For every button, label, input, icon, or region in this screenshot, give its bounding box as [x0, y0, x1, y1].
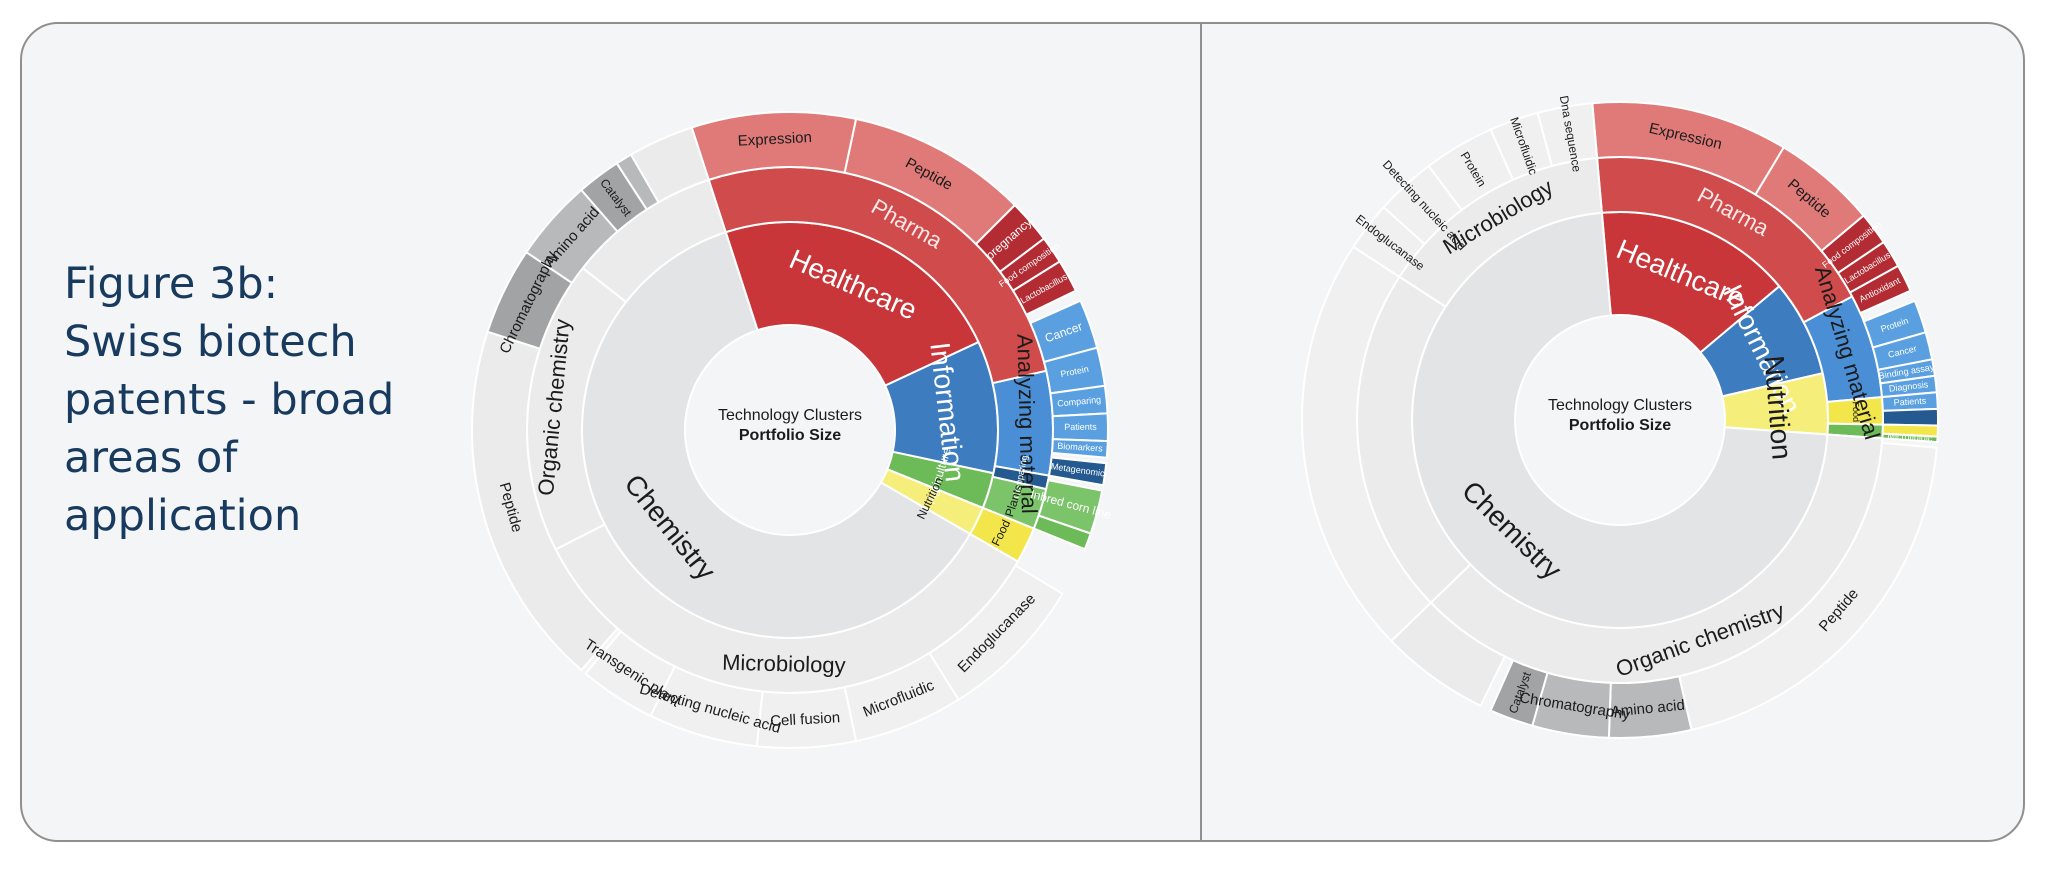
segment-label: Patients [1064, 422, 1097, 432]
sunburst-segment-biomarkers [1050, 438, 1109, 459]
caption-line: patents - broad [64, 375, 395, 425]
panel-divider [1200, 22, 1202, 842]
segment-label: Diagnosis [1888, 379, 1929, 393]
segment-label: Analyzing material [1012, 334, 1042, 514]
sunburst-segment-lactobacillus [1011, 260, 1078, 317]
sunburst-segment-antioxidant [1848, 264, 1912, 315]
figure-caption: Figure 3b: Swiss biotech patents - broad… [64, 255, 424, 545]
segment-label: Food [1851, 401, 1862, 422]
caption-line: areas of [64, 433, 238, 483]
segment-label: Biomarkers [1057, 441, 1104, 454]
center-title: Technology Clusters [1548, 397, 1692, 414]
segment-label: Patients [1893, 396, 1927, 408]
segment-label: Comparing [1057, 394, 1102, 408]
caption-line: Swiss biotech [64, 317, 357, 367]
center-subtitle: Portfolio Size [1569, 417, 1671, 434]
sunburst-right: HealthcareInformationNutritionChemistryP… [1301, 94, 1939, 739]
sunburst-segment-metagenomic [1047, 456, 1108, 487]
sunburst-segment [629, 126, 710, 204]
segment-label: Microfluidic [1887, 431, 1933, 444]
segment-label: Cell fusion [770, 709, 841, 730]
sunburst-segment-catalyst [1489, 658, 1549, 727]
sunburst-segment [1032, 514, 1092, 551]
segment-label: Expression [737, 129, 812, 150]
sunburst-segment-dna-sequence [1536, 102, 1599, 168]
sunburst-segment-transgenic-plant [584, 630, 677, 718]
sunburst-left: HealthcareInformationAgricultureNutritio… [471, 111, 1113, 749]
caption-line: Figure 3b: [64, 259, 279, 309]
segment-label: Microbiology [722, 650, 846, 678]
center-title: Technology Clusters [718, 407, 862, 424]
sunburst-segment [1881, 407, 1939, 427]
sunburst-segment-microfluidic [1881, 432, 1939, 444]
center-subtitle: Portfolio Size [739, 427, 841, 444]
caption-line: application [64, 491, 302, 541]
